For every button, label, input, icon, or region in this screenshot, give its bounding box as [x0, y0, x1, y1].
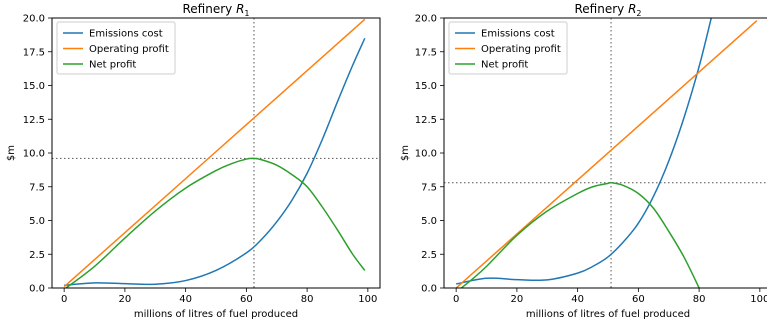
y-tick-label: 20.0: [415, 14, 437, 25]
y-axis-label-1: $m: [6, 145, 17, 161]
y-ticks-2: 0.0 2.5 5.0 7.5 10.0 12.5 15.0 17.5 20.0: [415, 14, 444, 295]
chart-title-sub-1: 1: [244, 9, 249, 18]
x-tick-label: 80: [693, 294, 706, 305]
series-line-operating-profit: [63, 18, 366, 288]
y-tick-label: 7.5: [29, 182, 45, 193]
chart-title-1: Refinery R1: [182, 2, 249, 18]
y-tick-label: 7.5: [421, 182, 437, 193]
y-tick-label: 10.0: [415, 149, 437, 160]
chart-title-main-2: Refinery: [574, 2, 628, 16]
x-axis-label-1: millions of litres of fuel produced: [134, 309, 298, 320]
x-tick-label: 100: [358, 294, 377, 305]
x-tick-label: 0: [61, 294, 67, 305]
x-tick-label: 60: [240, 294, 253, 305]
x-tick-label: 80: [301, 294, 314, 305]
x-tick-label: 20: [511, 294, 524, 305]
chart-title-sub-2: 2: [636, 9, 641, 18]
legend-label: Net profit: [481, 60, 528, 71]
legend-label: Emissions cost: [89, 29, 163, 40]
y-tick-label: 5.0: [29, 216, 45, 227]
plot-frame-1: [51, 17, 381, 289]
x-tick-label: 40: [179, 294, 192, 305]
legend-1: Emissions cost Operating profit Net profit: [56, 21, 176, 75]
y-tick-label: 5.0: [421, 216, 437, 227]
chart-title-var-2: R: [628, 2, 636, 16]
x-tick-label: 40: [571, 294, 584, 305]
chart-panel-2: Refinery R2 0.0 2.5 5.0 7.5 10.0 12.5 15.0 17.5…: [400, 2, 767, 320]
y-tick-label: 15.0: [23, 81, 45, 92]
plot-frame-2: [443, 17, 767, 289]
y-tick-label: 15.0: [415, 81, 437, 92]
y-tick-label: 17.5: [23, 47, 45, 58]
y-tick-label: 2.5: [29, 250, 45, 261]
legend-box: [448, 21, 568, 75]
chart-title-var-1: R: [236, 2, 244, 16]
series-line-emissions-cost: [64, 37, 366, 287]
x-tick-label: 60: [632, 294, 645, 305]
y-tick-label: 17.5: [415, 47, 437, 58]
ref-lines-1: [52, 18, 380, 288]
series-line-net-profit: [64, 157, 366, 288]
series-group-2: [455, 18, 758, 288]
x-ticks-1: 0 20 40 60 80 100: [61, 288, 377, 305]
series-group-1: [63, 18, 366, 288]
y-tick-label: 12.5: [23, 115, 45, 126]
chart-panel-1: Refinery R1 0.0 2.5 5.0 7.5 10.0 12.5 15.0 17.5…: [6, 2, 381, 320]
y-ticks-1: 0.0 2.5 5.0 7.5 10.0 12.5 15.0 17.5 20.0: [23, 14, 52, 295]
x-ticks-2: 0 20 40 60 80 100: [453, 288, 767, 305]
x-tick-label: 0: [453, 294, 459, 305]
chart-title-main-1: Refinery: [182, 2, 236, 16]
x-axis-label-2: millions of litres of fuel produced: [526, 309, 690, 320]
series-line-emissions-cost: [456, 18, 712, 285]
y-tick-label: 20.0: [23, 14, 45, 25]
y-tick-label: 0.0: [421, 284, 437, 295]
legend-label: Emissions cost: [481, 29, 555, 40]
series-line-operating-profit: [455, 20, 758, 288]
x-tick-label: 100: [750, 294, 767, 305]
x-tick-label: 20: [119, 294, 132, 305]
legend-2: Emissions cost Operating profit Net profit: [448, 21, 568, 75]
y-tick-label: 2.5: [421, 250, 437, 261]
y-tick-label: 10.0: [23, 149, 45, 160]
chart-title-2: Refinery R2: [574, 2, 641, 18]
y-axis-label-2: $m: [400, 145, 411, 161]
legend-box: [56, 21, 176, 75]
legend-label: Operating profit: [89, 44, 169, 55]
legend-label: Operating profit: [481, 44, 561, 55]
legend-label: Net profit: [89, 60, 136, 71]
series-line-net-profit: [460, 181, 700, 288]
y-tick-label: 12.5: [415, 115, 437, 126]
y-tick-label: 0.0: [29, 284, 45, 295]
